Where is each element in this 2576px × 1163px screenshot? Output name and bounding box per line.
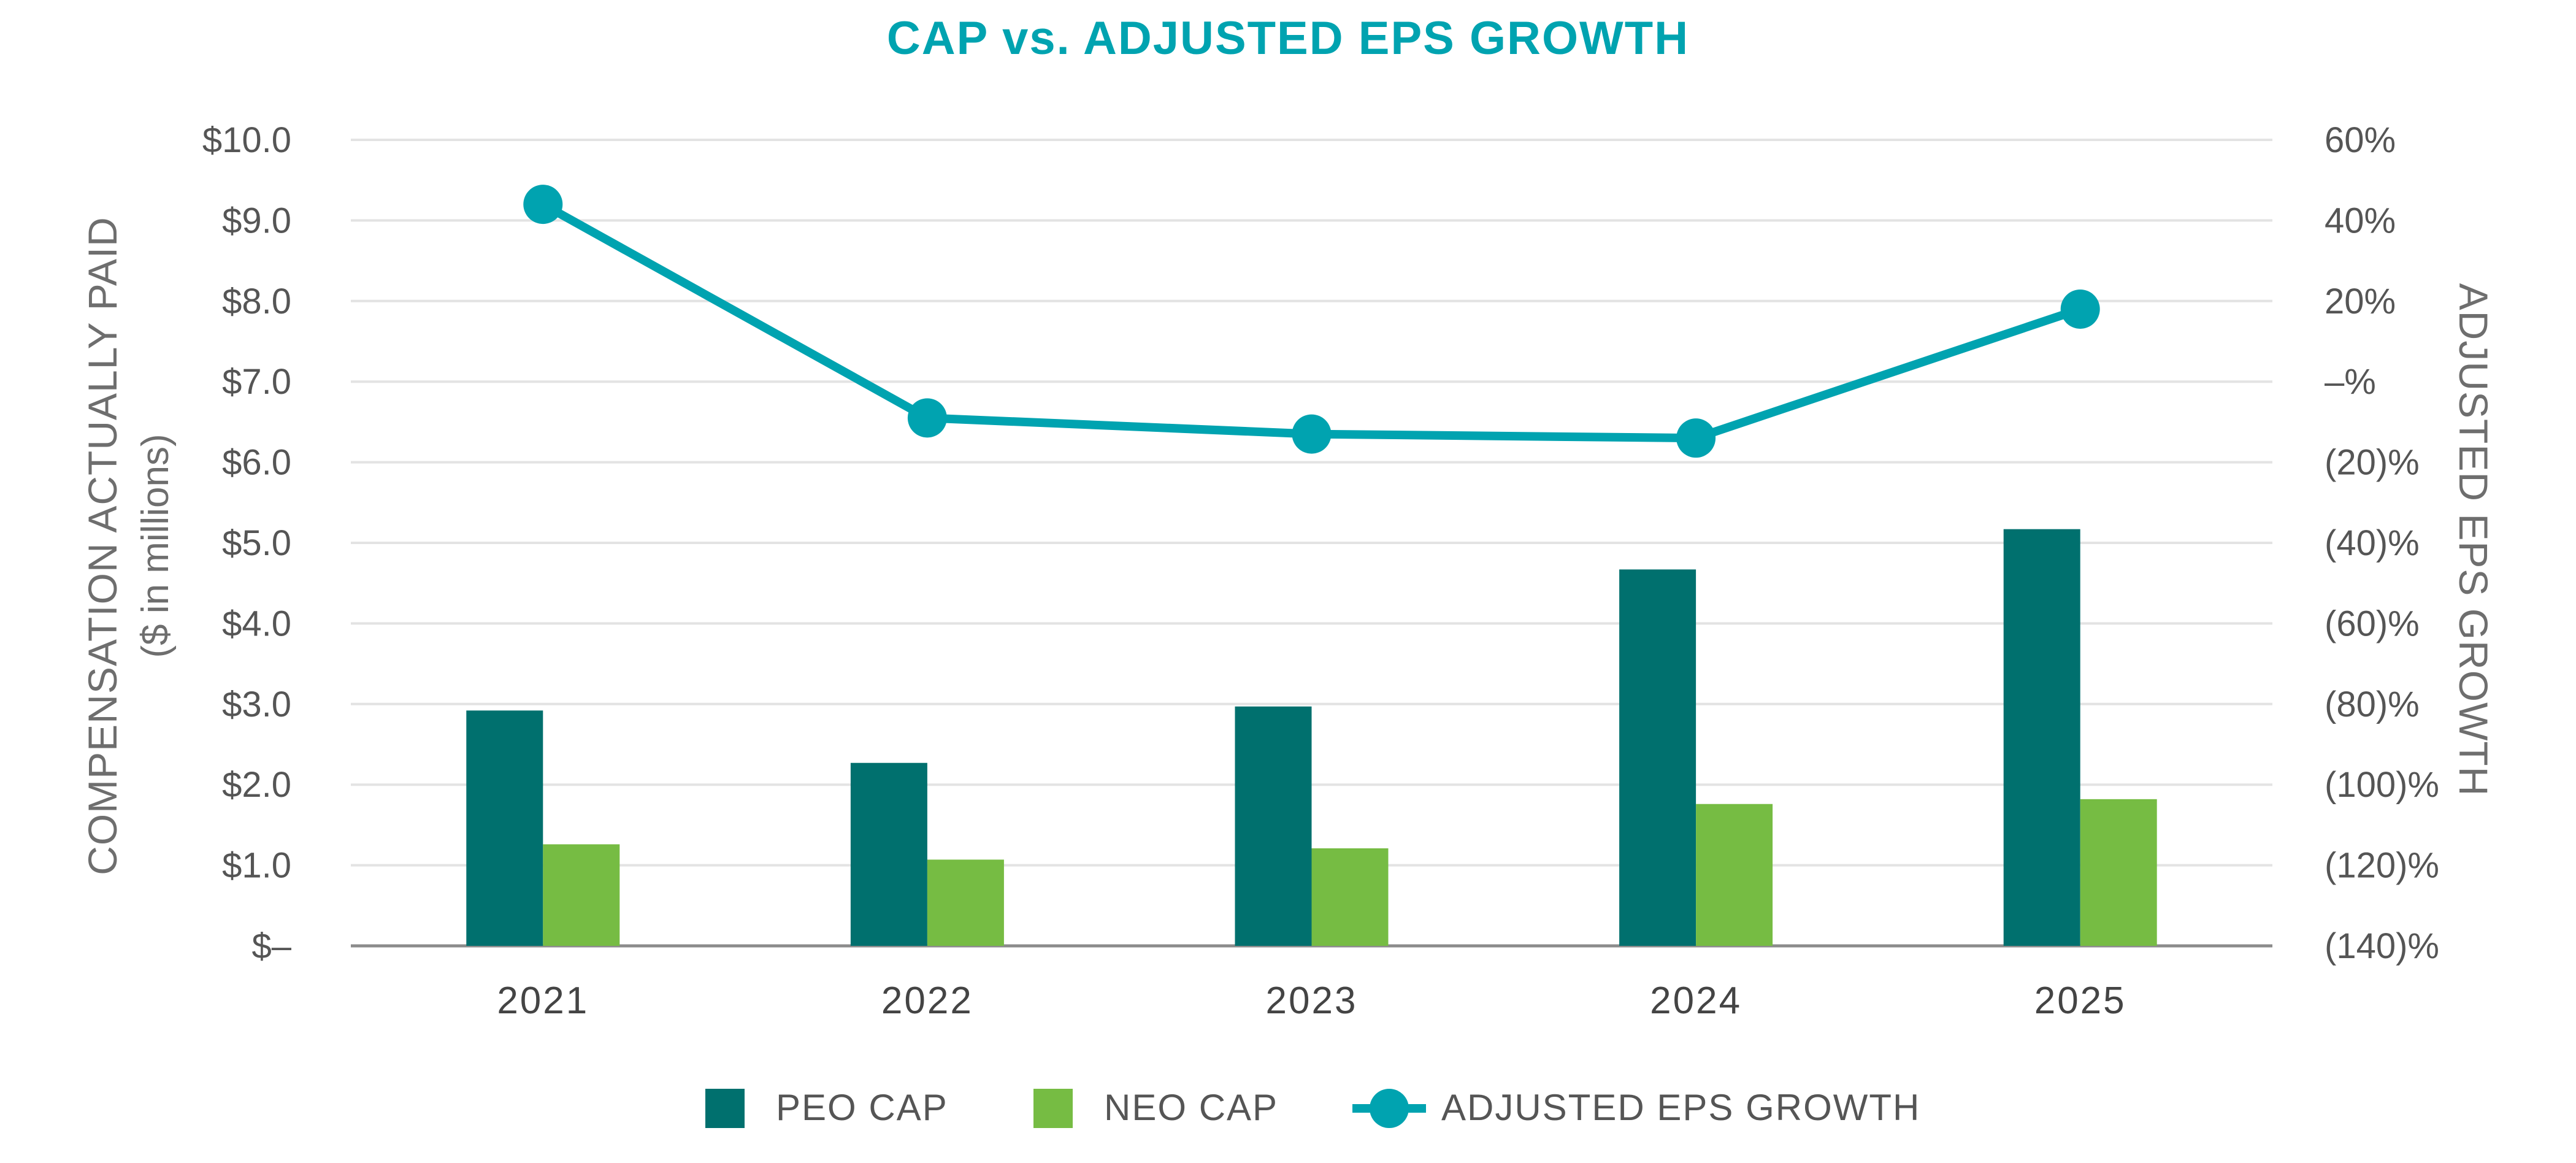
left-axis-title: COMPENSATION ACTUALLY PAID ($ in million… bbox=[80, 217, 177, 875]
y-tick-label: $7.0 bbox=[222, 362, 291, 402]
y-tick-label: $6.0 bbox=[222, 443, 291, 483]
y-axis-label: COMPENSATION ACTUALLY PAID bbox=[80, 217, 125, 875]
legend-label-eps-growth: ADJUSTED EPS GROWTH bbox=[1441, 1087, 1920, 1128]
eps-point-2024 bbox=[1676, 418, 1716, 458]
x-tick-label: 2022 bbox=[881, 980, 973, 1022]
eps-growth-line bbox=[540, 201, 2082, 443]
y2-tick-label: (80)% bbox=[2325, 685, 2420, 724]
y-tick-label: $10.0 bbox=[202, 120, 291, 160]
bar-neo-cap-2021 bbox=[543, 844, 620, 946]
y-tick-label: $4.0 bbox=[222, 604, 291, 643]
x-tick-label: 2024 bbox=[1650, 980, 1742, 1022]
y-tick-label: $5.0 bbox=[222, 523, 291, 563]
grid bbox=[351, 139, 2272, 948]
x-axis-labels: 2021 2022 2023 2024 2025 bbox=[497, 980, 2126, 1022]
eps-point-2021 bbox=[523, 185, 563, 225]
right-axis-ticks: 60% 40% 20% –% (20)% (40)% (60)% (80)% (100)% (12… bbox=[2325, 120, 2439, 966]
legend-label-neo-cap: NEO CAP bbox=[1104, 1087, 1278, 1128]
bar-neo-cap-2023 bbox=[1311, 848, 1389, 946]
eps-line bbox=[523, 185, 2100, 458]
y2-tick-label: –% bbox=[2325, 362, 2376, 402]
y2-tick-label: 40% bbox=[2325, 201, 2396, 240]
bar-neo-cap-2022 bbox=[927, 859, 1004, 946]
legend: PEO CAP NEO CAP ADJUSTED EPS GROWTH bbox=[705, 1087, 1920, 1128]
y2-tick-label: (100)% bbox=[2325, 765, 2439, 805]
x-tick-label: 2023 bbox=[1266, 980, 1358, 1022]
y-tick-label: $1.0 bbox=[222, 846, 291, 886]
y2-tick-label: (20)% bbox=[2325, 443, 2420, 483]
eps-point-2022 bbox=[907, 398, 947, 438]
y-tick-label: $8.0 bbox=[222, 282, 291, 321]
y-axis-sublabel: ($ in millions) bbox=[134, 434, 177, 658]
legend-label-peo-cap: PEO CAP bbox=[776, 1087, 948, 1128]
y-tick-label: $9.0 bbox=[222, 201, 291, 240]
y2-axis-label: ADJUSTED EPS GROWTH bbox=[2451, 283, 2496, 797]
bars bbox=[466, 529, 2157, 946]
bar-peo-cap-2025 bbox=[2003, 529, 2080, 946]
y2-tick-label: (140)% bbox=[2325, 926, 2439, 966]
eps-point-2023 bbox=[1292, 414, 1332, 454]
left-axis-ticks: $– $1.0 $2.0 $3.0 $4.0 $5.0 $6.0 $7.0 $8.0 $9.0 $1… bbox=[202, 120, 292, 966]
bar-peo-cap-2023 bbox=[1235, 706, 1312, 946]
bar-neo-cap-2024 bbox=[1696, 804, 1773, 946]
legend-marker-eps-growth bbox=[1370, 1089, 1409, 1128]
y2-tick-label: 20% bbox=[2325, 282, 2396, 321]
y2-tick-label: (120)% bbox=[2325, 846, 2439, 886]
legend-swatch-neo-cap bbox=[1033, 1089, 1073, 1128]
y-tick-label: $3.0 bbox=[222, 685, 291, 724]
bar-neo-cap-2025 bbox=[2080, 799, 2157, 946]
chart-title: CAP vs. ADJUSTED EPS GROWTH bbox=[887, 12, 1689, 64]
right-axis-title: ADJUSTED EPS GROWTH bbox=[2451, 283, 2496, 797]
legend-swatch-peo-cap bbox=[705, 1089, 745, 1128]
x-tick-label: 2021 bbox=[497, 980, 589, 1022]
eps-point-2025 bbox=[2060, 289, 2100, 329]
bar-peo-cap-2022 bbox=[850, 762, 927, 946]
x-tick-label: 2025 bbox=[2034, 980, 2126, 1022]
y2-tick-label: (40)% bbox=[2325, 523, 2420, 563]
y-tick-label: $– bbox=[251, 926, 291, 966]
bar-peo-cap-2021 bbox=[466, 710, 543, 946]
y2-tick-label: (60)% bbox=[2325, 604, 2420, 643]
bar-peo-cap-2024 bbox=[1619, 569, 1696, 946]
y2-tick-label: 60% bbox=[2325, 120, 2396, 160]
y-tick-label: $2.0 bbox=[222, 765, 291, 805]
